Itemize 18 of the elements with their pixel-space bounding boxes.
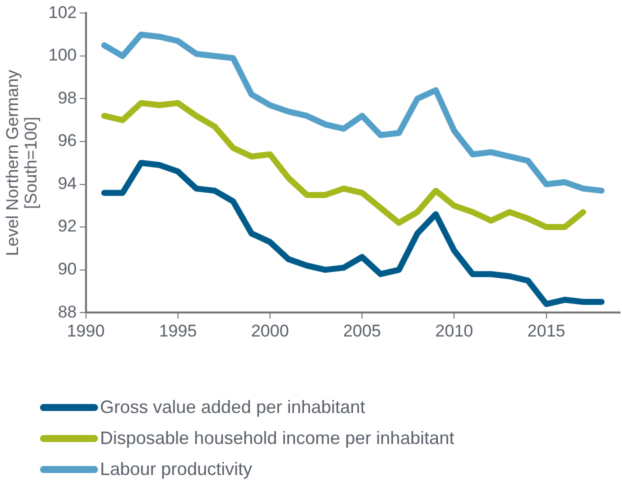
y-tick-label: 96 <box>58 131 77 150</box>
legend-label: Disposable household income per inhabitant <box>100 428 454 449</box>
x-tick-label: 2005 <box>343 321 382 340</box>
x-tick-label: 2000 <box>251 321 289 340</box>
y-axis-title: Level Northern Germany [South=100] <box>3 69 41 256</box>
legend-label: Gross value added per inhabitant <box>100 397 366 418</box>
y-tick-label: 88 <box>58 302 77 322</box>
x-tick-label: 2015 <box>527 321 566 340</box>
y-tick-label: 98 <box>58 88 77 108</box>
x-tick-label: 1995 <box>158 321 197 340</box>
legend-label: Labour productivity <box>100 459 252 480</box>
y-tick-label: 100 <box>48 46 77 65</box>
y-tick-label: 92 <box>58 216 77 236</box>
y-tick-label: 90 <box>58 260 77 279</box>
x-tick-label: 2010 <box>435 321 474 340</box>
y-tick-label: 94 <box>58 174 77 193</box>
y-tick-label: 102 <box>48 2 77 22</box>
x-tick-label: 1990 <box>66 321 105 340</box>
